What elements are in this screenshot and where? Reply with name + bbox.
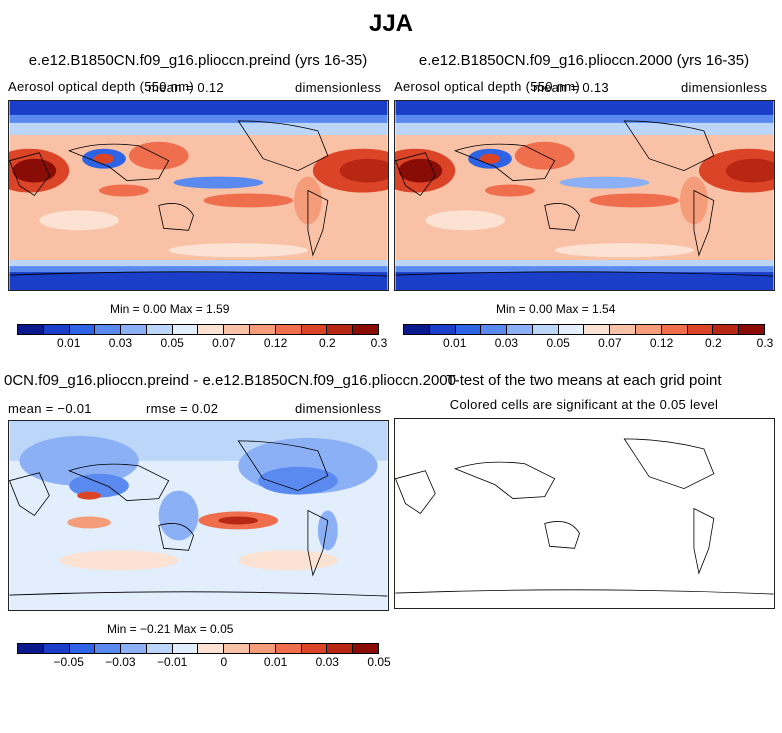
colorbar-cell [95,325,122,334]
colorbar-tick-label: −0.03 [105,655,136,669]
colorbar-cell [198,644,225,653]
colorbar-tick-label: 0.03 [494,336,519,350]
panel2-colorbar-labels: 0.01 0.03 0.05 0.07 0.12 0.2 0.3 [403,336,773,352]
colorbar-tick-label: 0.2 [704,336,722,350]
colorbar-tick-label: 0.12 [649,336,674,350]
panel1-title: e.e12.B1850CN.f09_g16.plioccn.preind (yr… [28,52,368,69]
colorbar-cell [250,644,276,653]
colorbar-cell [146,644,173,653]
panel2-minmax: Min = 0.00 Max = 1.54 [496,302,616,316]
colorbar-cell [121,325,147,334]
colorbar-cell [224,325,251,334]
panel3-mean-label: mean = −0.01 [8,401,92,416]
colorbar-cell [43,644,70,653]
panel4-subtitle: Colored cells are significant at the 0.0… [449,397,719,412]
colorbar-tick-label: 0.3 [756,336,774,350]
panel3-minmax: Min = −0.21 Max = 0.05 [107,622,234,636]
colorbar-cell [429,325,456,334]
colorbar-tick-label: 0.07 [598,336,622,350]
colorbar-cell [301,644,328,653]
colorbar-cell [198,325,225,334]
colorbar-cell [18,325,44,334]
colorbar-tick-label: 0.12 [263,336,288,350]
panel3-map [8,420,389,611]
colorbar-tick-label: 0.03 [315,655,339,669]
panel1-units-label: dimensionless [295,80,382,95]
colorbar-cell [69,325,96,334]
colorbar-tick-label: 0.05 [367,655,391,669]
colorbar-cell [327,325,354,334]
panel1-variable-label: Aerosol optical depth (550 nm) [8,79,195,94]
panel1-minmax: Min = 0.00 Max = 1.59 [110,302,230,316]
panel4-map [394,418,775,609]
colorbar-cell [172,325,199,334]
colorbar-tick-label: 0 [220,655,228,669]
colorbar-cell [558,325,585,334]
panel3-rmse-label: rmse = 0.02 [146,401,219,416]
colorbar-cell [95,644,122,653]
colorbar-tick-label: 0.07 [212,336,236,350]
colorbar-cell [275,644,302,653]
colorbar-tick-label: 0.2 [318,336,336,350]
colorbar-cell [739,325,764,334]
colorbar-tick-label: 0.05 [160,336,184,350]
colorbar-cell [69,644,96,653]
colorbar-cell [687,325,714,334]
colorbar-cell [532,325,559,334]
panel3-colorbar [17,643,379,654]
colorbar-cell [121,644,147,653]
colorbar-cell [584,325,611,334]
colorbar-cell [353,644,378,653]
colorbar-cell [43,325,70,334]
panel2-units-label: dimensionless [681,80,768,95]
figure-title: JJA [368,10,414,37]
colorbar-cell [353,325,378,334]
colorbar-cell [224,644,251,653]
panel1-colorbar [17,324,379,335]
colorbar-cell [301,325,328,334]
colorbar-cell [18,644,44,653]
colorbar-cell [327,644,354,653]
colorbar-tick-label: −0.05 [53,655,84,669]
panel3-colorbar-labels: −0.05 −0.03 −0.01 0 0.01 0.03 0.05 [17,655,391,671]
colorbar-cell [404,325,430,334]
panel2-map [394,100,775,291]
colorbar-tick-label: 0.05 [546,336,570,350]
colorbar-cell [455,325,482,334]
panel1-colorbar-labels: 0.01 0.03 0.05 0.07 0.12 0.2 0.3 [17,336,387,352]
colorbar-cell [481,325,508,334]
colorbar-cell [146,325,173,334]
panel2-mean-label: mean = 0.13 [533,80,609,95]
panel1-mean-label: mean = 0.12 [148,80,224,95]
panel2-colorbar [403,324,765,335]
colorbar-tick-label: 0.01 [57,336,81,350]
colorbar-tick-label: 0.01 [443,336,467,350]
colorbar-cell [661,325,688,334]
panel2-variable-label: Aerosol optical depth (550 nm) [394,79,581,94]
panel3-title: 0CN.f09_g16.plioccn.preind - e.e12.B1850… [4,372,456,389]
colorbar-tick-label: −0.01 [156,655,188,669]
colorbar-cell [172,644,199,653]
panel1-map [8,100,389,291]
panel2-title: e.e12.B1850CN.f09_g16.plioccn.2000 (yrs … [418,52,750,69]
colorbar-cell [636,325,662,334]
colorbar-cell [713,325,740,334]
colorbar-cell [610,325,637,334]
colorbar-tick-label: 0.3 [370,336,388,350]
colorbar-cell [507,325,533,334]
colorbar-tick-label: 0.03 [108,336,133,350]
panel4-title: T-test of the two means at each grid poi… [446,372,722,389]
colorbar-cell [250,325,276,334]
colorbar-tick-label: 0.01 [263,655,288,669]
colorbar-cell [275,325,302,334]
panel3-units-label: dimensionless [295,401,382,416]
